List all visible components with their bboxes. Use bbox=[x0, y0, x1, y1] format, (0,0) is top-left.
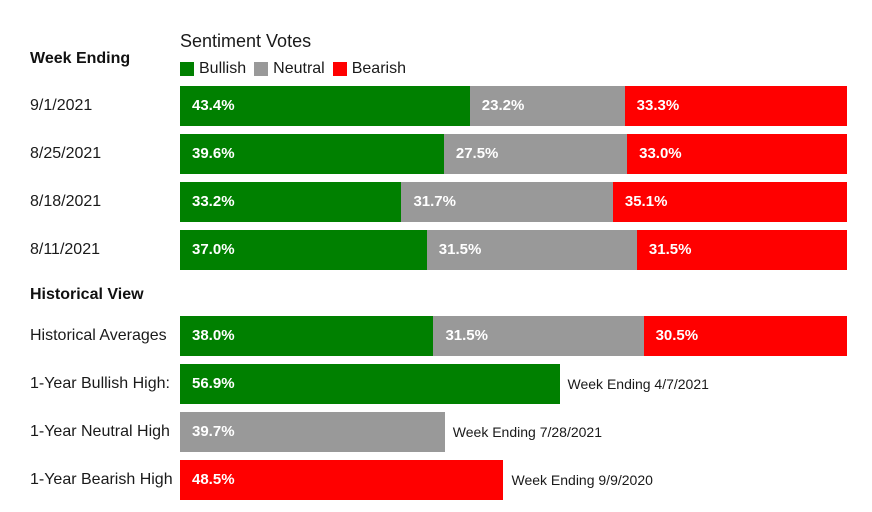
legend-swatch-bullish bbox=[180, 62, 194, 76]
row-label: 8/18/2021 bbox=[30, 193, 102, 210]
bar-value-label: 35.1% bbox=[624, 193, 668, 210]
bar-value-label: 31.5% bbox=[445, 327, 488, 344]
section-header-1: Historical View bbox=[30, 286, 144, 303]
bar-value-label: 30.5% bbox=[655, 327, 699, 344]
bar-value-label: 43.4% bbox=[192, 97, 235, 114]
bar-bearish bbox=[643, 316, 847, 356]
bar-bullish bbox=[180, 182, 402, 222]
legend-item-bullish: Bullish bbox=[180, 60, 246, 78]
chart-legend: Bullish Neutral Bearish bbox=[180, 60, 414, 78]
bar-value-label: 56.9% bbox=[192, 375, 235, 392]
legend-item-neutral: Neutral bbox=[254, 60, 325, 78]
legend-label-neutral: Neutral bbox=[273, 60, 325, 77]
bar-bullish bbox=[180, 316, 434, 356]
row-label: 8/25/2021 bbox=[30, 145, 102, 162]
section-header-0: Week Ending bbox=[30, 50, 131, 67]
bar-bearish bbox=[612, 182, 847, 222]
week-ending-note: Week Ending 7/28/2021 bbox=[452, 424, 602, 440]
legend-label-bearish: Bearish bbox=[351, 60, 406, 77]
bar-value-label: 39.6% bbox=[192, 145, 235, 162]
legend-item-bearish: Bearish bbox=[332, 60, 406, 78]
bar-value-label: 48.5% bbox=[192, 471, 235, 488]
bar-value-label: 31.5% bbox=[438, 241, 482, 258]
bar-value-label: 27.5% bbox=[455, 145, 499, 162]
bar-value-label: 37.0% bbox=[192, 241, 235, 258]
bar-bearish bbox=[180, 460, 504, 500]
week-ending-note: Week Ending 4/7/2021 bbox=[567, 376, 709, 392]
bar-bullish bbox=[180, 364, 560, 404]
bar-value-label: 31.7% bbox=[413, 193, 456, 210]
bar-bullish bbox=[180, 134, 444, 174]
chart-title: Sentiment Votes bbox=[180, 31, 312, 51]
row-label: 1-Year Bearish High bbox=[30, 471, 173, 488]
bar-neutral bbox=[426, 230, 637, 270]
row-label: 1-Year Bullish High: bbox=[30, 375, 170, 392]
bar-value-label: 38.0% bbox=[192, 327, 235, 344]
bar-neutral bbox=[433, 316, 644, 356]
row-label: 9/1/2021 bbox=[30, 97, 93, 114]
row-label: 1-Year Neutral High bbox=[30, 423, 170, 440]
bar-neutral bbox=[180, 412, 445, 452]
row-label: 8/11/2021 bbox=[30, 241, 100, 258]
bar-value-label: 31.5% bbox=[648, 241, 692, 258]
bar-neutral bbox=[443, 134, 628, 174]
bar-value-label: 33.0% bbox=[639, 145, 682, 162]
bar-bullish bbox=[180, 230, 427, 270]
bar-value-label: 39.7% bbox=[192, 423, 235, 440]
bar-value-label: 33.2% bbox=[192, 193, 235, 210]
row-label: Historical Averages bbox=[30, 327, 167, 344]
bar-bearish bbox=[636, 230, 847, 270]
bar-bearish bbox=[624, 86, 847, 126]
bar-neutral bbox=[469, 86, 625, 126]
legend-swatch-neutral bbox=[254, 62, 269, 76]
bar-value-label: 33.3% bbox=[636, 97, 680, 114]
bar-value-label: 23.2% bbox=[481, 97, 525, 114]
legend-swatch-bearish bbox=[332, 62, 347, 76]
bar-bullish bbox=[180, 86, 470, 126]
week-ending-note: Week Ending 9/9/2020 bbox=[511, 472, 653, 488]
bar-neutral bbox=[401, 182, 613, 222]
bar-bearish bbox=[627, 134, 847, 174]
legend-label-bullish: Bullish bbox=[199, 60, 247, 77]
